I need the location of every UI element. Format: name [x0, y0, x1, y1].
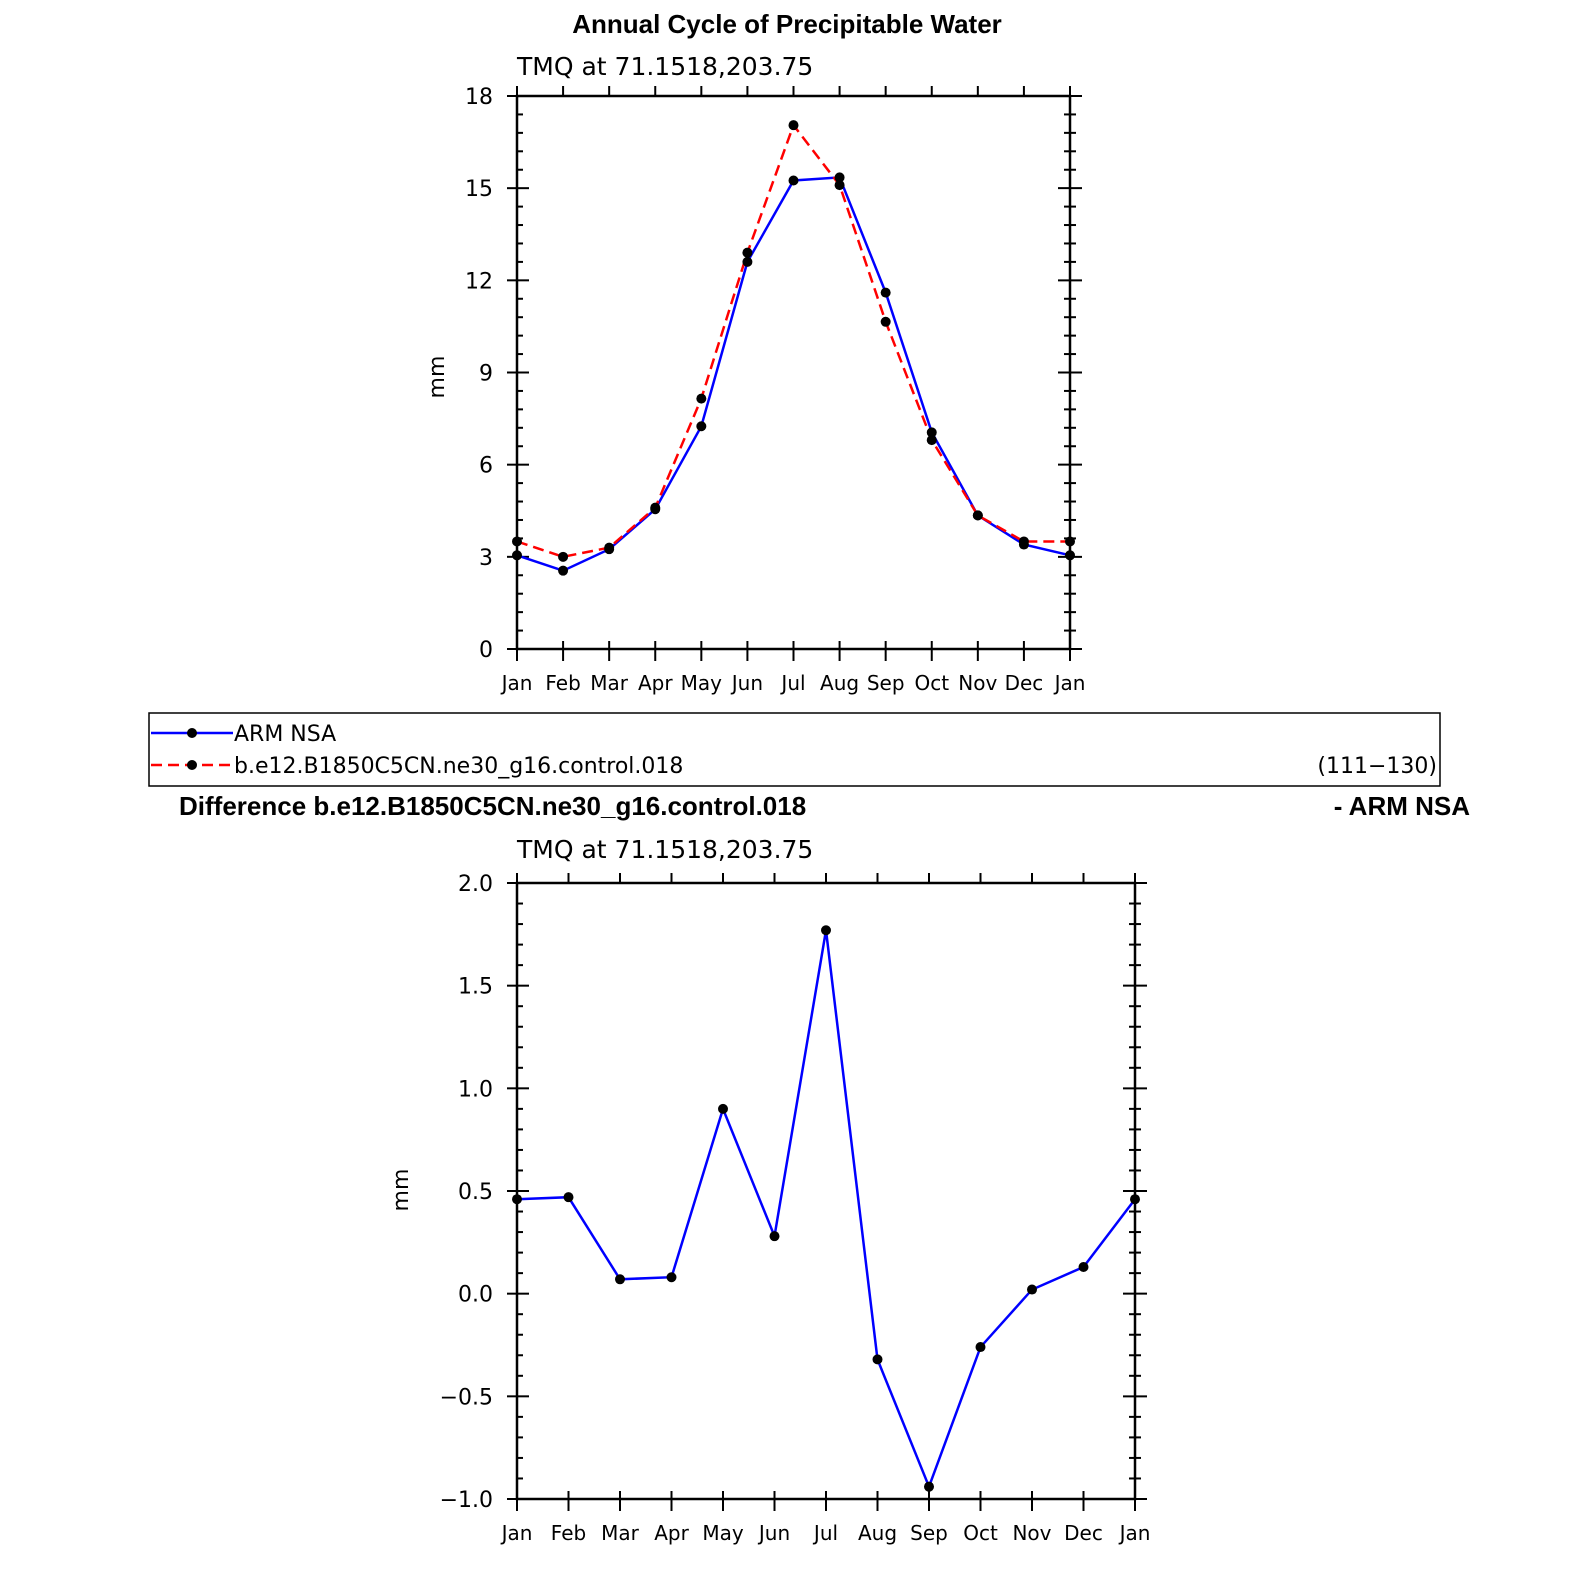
c2-xtick-label: May [702, 1521, 744, 1545]
c1-xtick-label: Sep [867, 671, 905, 695]
c1-xtick-label: Dec [1005, 671, 1044, 695]
c2-xtick-label: Aug [858, 1521, 897, 1545]
c1-xtick-label: Feb [545, 671, 580, 695]
c2-series-0-point [1027, 1284, 1037, 1295]
c2-series-0-point [1130, 1194, 1140, 1205]
c2-xtick-label: Jul [812, 1521, 838, 1545]
c2-xtick-label: Dec [1064, 1521, 1103, 1545]
legend-marker-model [187, 760, 197, 770]
difference-title: Difference b.e12.B1850C5CN.ne30_g16.cont… [179, 791, 806, 821]
c2-ytick-label: −1.0 [440, 1488, 493, 1513]
c1-ytick-label: 6 [479, 454, 493, 479]
c1-series-0-point [696, 421, 707, 432]
c1-series-1-point [1018, 536, 1029, 547]
c2-ytick-label: 2.0 [458, 872, 493, 897]
c1-xtick-label: Jun [730, 671, 763, 695]
difference-title-right: - ARM NSA [1334, 791, 1470, 821]
c1-ytick-label: 9 [479, 362, 493, 387]
c1-series-0-point [558, 565, 569, 576]
c1-series-1-point [650, 502, 661, 513]
c1-series-1-point [512, 536, 522, 547]
c1-series-1-point [788, 120, 799, 131]
c1-xtick-label: Jan [500, 671, 533, 695]
c1-ytick-label: 0 [479, 638, 493, 663]
chart-title: Annual Cycle of Precipitable Water [572, 9, 1002, 39]
c2-series-0-point [666, 1272, 677, 1283]
c2-series-0-point [1078, 1261, 1089, 1272]
c1-series-1-point [558, 551, 569, 562]
c2-ytick-label: 1.5 [458, 975, 493, 1000]
c2-series-line-0 [516, 929, 1136, 1491]
c1-xtick-label: Nov [958, 671, 997, 695]
c2-xtick-label: Apr [654, 1521, 689, 1545]
c2-series-0-point [924, 1481, 934, 1492]
c1-series-0-point [788, 175, 799, 186]
c2-series-0-point [872, 1354, 883, 1365]
chart-subtitle: TMQ at 71.1518,203.75 [516, 52, 813, 81]
c1-ytick-label: 12 [465, 269, 493, 294]
c2-xtick-label: Mar [601, 1521, 640, 1545]
legend-marker-arm [187, 728, 197, 738]
c1-series-line-1 [516, 122, 1070, 559]
c1-xtick-label: Jan [1053, 671, 1086, 695]
c1-series-line-0 [516, 176, 1071, 573]
c1-xtick-label: Aug [820, 671, 859, 695]
c1-series-1-point [880, 316, 891, 327]
c1-series-0-point [1065, 550, 1075, 561]
c1-series-1-point [926, 435, 937, 446]
c1-xtick-label: May [681, 671, 723, 695]
c2-series-0-point [975, 1342, 986, 1353]
c1-xtick-label: Jul [779, 671, 805, 695]
c1-series-0-point [512, 550, 522, 561]
c2-xtick-label: Oct [963, 1521, 998, 1545]
c2-series-0-point [769, 1231, 780, 1242]
difference-plot-frame [515, 881, 1137, 1501]
c2-xtick-label: Nov [1012, 1521, 1051, 1545]
difference-y-axis-label: mm [389, 1169, 414, 1212]
c1-series-0-point [742, 256, 753, 267]
c2-ytick-label: 0.0 [458, 1283, 493, 1308]
c2-series-0-point [512, 1194, 522, 1205]
c2-series-0-point [718, 1103, 728, 1114]
c2-xtick-label: Jan [1118, 1521, 1151, 1545]
c1-series-0-point [834, 172, 845, 183]
difference-chart: Difference b.e12.B1850C5CN.ne30_g16.cont… [179, 791, 1470, 1545]
annual-cycle-chart: Annual Cycle of Precipitable Water TMQ a… [425, 9, 1085, 695]
c2-xtick-label: Sep [910, 1521, 948, 1545]
c1-series-1-point [834, 180, 845, 191]
c1-ytick-label: 18 [465, 85, 493, 110]
c1-series-1-point [1065, 536, 1075, 547]
c1-ytick-label: 15 [465, 177, 493, 202]
c2-ytick-label: 1.0 [458, 1077, 493, 1102]
c2-xtick-label: Jun [757, 1521, 790, 1545]
legend-box [148, 712, 1441, 787]
legend-years: (111−130) [1317, 754, 1437, 779]
c1-xtick-label: Mar [590, 671, 629, 695]
c2-series-0-point [821, 925, 831, 936]
difference-subtitle: TMQ at 71.1518,203.75 [516, 835, 813, 864]
c1-series-1-point [972, 510, 983, 521]
c1-xtick-label: Apr [638, 671, 673, 695]
c1-series-0-point [880, 287, 891, 298]
c1-series-1-point [604, 542, 615, 553]
legend: ARM NSA b.e12.B1850C5CN.ne30_g16.control… [148, 712, 1441, 787]
legend-label-arm: ARM NSA [234, 722, 336, 747]
c2-ytick-label: 0.5 [458, 1180, 493, 1205]
c2-xtick-label: Jan [500, 1521, 533, 1545]
c2-series-0-point [615, 1274, 625, 1285]
y-axis-label: mm [425, 356, 450, 399]
c2-ytick-label: −0.5 [440, 1385, 493, 1410]
c1-series-0-point [926, 427, 937, 438]
c2-xtick-label: Feb [551, 1521, 586, 1545]
c1-ytick-label: 3 [479, 546, 493, 571]
c2-series-0-point [563, 1192, 574, 1203]
legend-label-model: b.e12.B1850C5CN.ne30_g16.control.018 [234, 754, 683, 779]
c1-series-1-point [742, 247, 753, 258]
c1-series-1-point [696, 393, 707, 404]
c1-xtick-label: Oct [914, 671, 949, 695]
